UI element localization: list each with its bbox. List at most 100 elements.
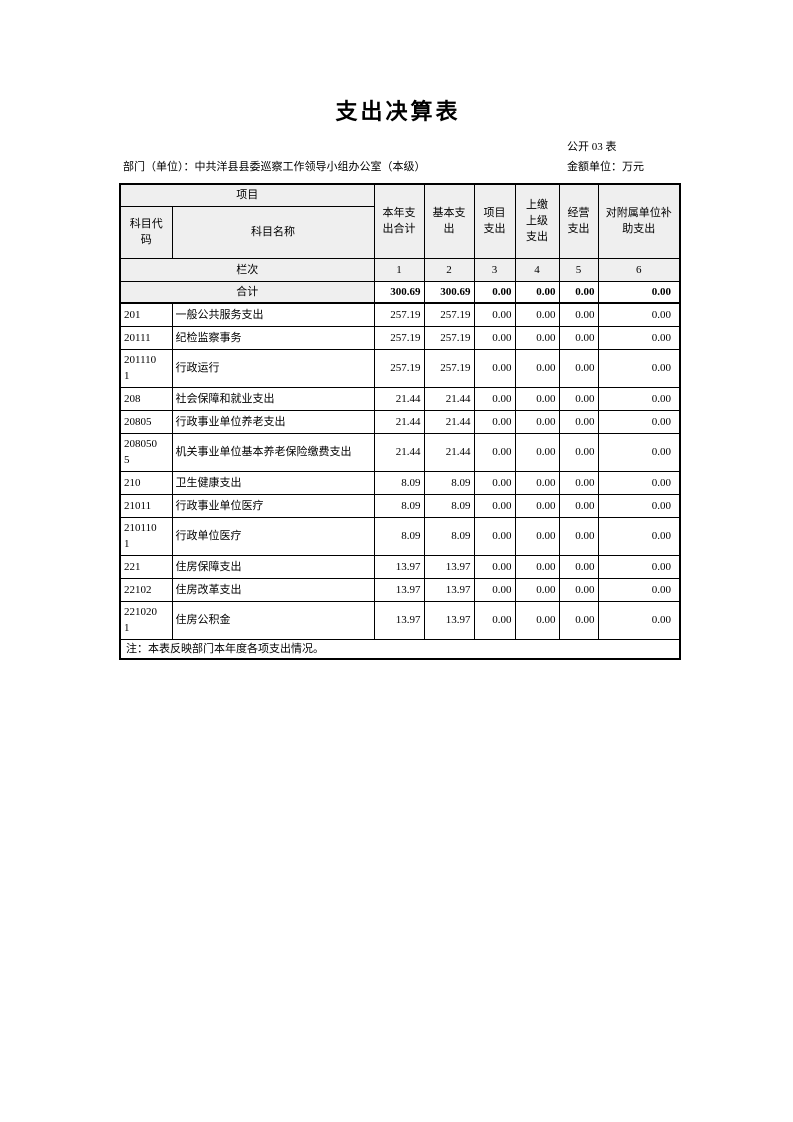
- subject-code: 22102: [119, 577, 173, 602]
- total-row: 合计 300.69 300.69 0.00 0.00 0.00 0.00: [119, 280, 681, 304]
- expenditure-table: 项目 本年支 出合计 基本支 出 项目 支出 上缴 上级 支出 经营 支出 对附…: [119, 183, 681, 660]
- subject-code: 21011: [119, 493, 173, 518]
- lanci-number: 2: [423, 257, 475, 282]
- value-cell: 0.00: [473, 516, 516, 556]
- value-cell: 8.09: [373, 516, 425, 556]
- table-row: 22102 住房改革支出 13.97 13.97 0.00 0.00 0.00 0.00: [119, 577, 681, 602]
- value-cell: 13.97: [423, 600, 475, 640]
- table-row: 221020 1 住房公积金 13.97 13.97 0.00 0.00 0.00 0.0…: [119, 600, 681, 640]
- value-cell: 0.00: [473, 386, 516, 411]
- value-cell: 0.00: [514, 348, 560, 388]
- value-cell: 0.00: [558, 470, 599, 495]
- total-value: 0.00: [558, 280, 599, 304]
- header-subject-name: 科目名称: [171, 205, 375, 259]
- page-title: 支出决算表: [335, 100, 461, 125]
- header-row-project: 项目 本年支 出合计 基本支 出 项目 支出 上缴 上级 支出 经营 支出 对附…: [119, 183, 681, 259]
- value-cell: 0.00: [597, 432, 681, 472]
- header-col-upper: 上缴 上级 支出: [514, 183, 560, 259]
- value-cell: 0.00: [473, 348, 516, 388]
- value-cell: 8.09: [423, 470, 475, 495]
- value-cell: 0.00: [597, 516, 681, 556]
- subject-code: 201: [119, 302, 173, 327]
- value-cell: 0.00: [558, 302, 599, 327]
- value-cell: 21.44: [423, 386, 475, 411]
- value-cell: 0.00: [473, 432, 516, 472]
- value-cell: 0.00: [558, 348, 599, 388]
- value-cell: 0.00: [514, 600, 560, 640]
- table-row: 210110 1 行政单位医疗 8.09 8.09 0.00 0.00 0.00 0.00: [119, 516, 681, 556]
- lanci-number: 4: [514, 257, 560, 282]
- value-cell: 0.00: [597, 470, 681, 495]
- subject-name: 机关事业单位基本养老保险缴费支出: [171, 432, 375, 472]
- header-subject-code: 科目代 码: [119, 205, 173, 259]
- value-cell: 0.00: [473, 302, 516, 327]
- subject-name: 行政事业单位医疗: [171, 493, 375, 518]
- lanci-number: 5: [558, 257, 599, 282]
- value-cell: 21.44: [423, 409, 475, 434]
- value-cell: 21.44: [373, 386, 425, 411]
- value-cell: 0.00: [473, 470, 516, 495]
- lanci-number: 3: [473, 257, 516, 282]
- total-value: 300.69: [373, 280, 425, 304]
- meta-row: 部门（单位）：中共洋县县委巡察工作领导小组办公室（本级） 金额单位：万元: [119, 158, 679, 180]
- value-cell: 0.00: [514, 409, 560, 434]
- content-area: 公开 03 表 部门（单位）：中共洋县县委巡察工作领导小组办公室（本级） 金额单…: [119, 138, 681, 660]
- header-col-basic: 基本支 出: [423, 183, 475, 259]
- value-cell: 0.00: [597, 600, 681, 640]
- table-row: 208 社会保障和就业支出 21.44 21.44 0.00 0.00 0.00 0.00: [119, 386, 681, 411]
- value-cell: 8.09: [423, 516, 475, 556]
- value-cell: 0.00: [473, 409, 516, 434]
- value-cell: 21.44: [423, 432, 475, 472]
- value-cell: 0.00: [558, 432, 599, 472]
- value-cell: 0.00: [597, 554, 681, 579]
- value-cell: 0.00: [473, 600, 516, 640]
- subject-code: 201110 1: [119, 348, 173, 388]
- header-row-subject: 科目代 码 科目名称: [119, 205, 680, 259]
- header-col-subsidy: 对附属单位补 助支出: [597, 183, 681, 259]
- value-cell: 257.19: [373, 325, 425, 350]
- value-cell: 0.00: [514, 432, 560, 472]
- subject-name: 行政运行: [171, 348, 375, 388]
- value-cell: 0.00: [514, 302, 560, 327]
- total-value: 0.00: [597, 280, 681, 304]
- subject-name: 卫生健康支出: [171, 470, 375, 495]
- subject-name: 社会保障和就业支出: [171, 386, 375, 411]
- table-row: 210 卫生健康支出 8.09 8.09 0.00 0.00 0.00 0.00: [119, 470, 681, 495]
- value-cell: 8.09: [373, 493, 425, 518]
- note-row: 注：本表反映部门本年度各项支出情况。: [119, 638, 681, 659]
- value-cell: 0.00: [473, 493, 516, 518]
- header-col-total: 本年支 出合计: [373, 183, 425, 259]
- value-cell: 0.00: [597, 577, 681, 602]
- value-cell: 8.09: [423, 493, 475, 518]
- subject-name: 行政单位医疗: [171, 516, 375, 556]
- value-cell: 0.00: [597, 348, 681, 388]
- subject-code: 20805: [119, 409, 173, 434]
- total-value: 0.00: [514, 280, 560, 304]
- value-cell: 0.00: [514, 577, 560, 602]
- value-cell: 257.19: [373, 302, 425, 327]
- value-cell: 0.00: [558, 577, 599, 602]
- value-cell: 0.00: [597, 386, 681, 411]
- lanci-number: 1: [373, 257, 425, 282]
- value-cell: 0.00: [473, 554, 516, 579]
- table-row: 20111 纪检监察事务 257.19 257.19 0.00 0.00 0.00 0.0…: [119, 325, 681, 350]
- subject-code: 210110 1: [119, 516, 173, 556]
- value-cell: 0.00: [597, 409, 681, 434]
- value-cell: 0.00: [597, 493, 681, 518]
- header-project: 项目: [119, 183, 375, 207]
- header-col-operating: 经营 支出: [558, 183, 599, 259]
- value-cell: 0.00: [558, 516, 599, 556]
- value-cell: 13.97: [373, 554, 425, 579]
- table-row: 221 住房保障支出 13.97 13.97 0.00 0.00 0.00 0.00: [119, 554, 681, 579]
- value-cell: 13.97: [373, 600, 425, 640]
- total-value: 300.69: [423, 280, 475, 304]
- table-number: 公开 03 表: [567, 141, 617, 153]
- subject-code: 208050 5: [119, 432, 173, 472]
- lanci-number: 6: [597, 257, 681, 282]
- value-cell: 21.44: [373, 409, 425, 434]
- subject-name: 行政事业单位养老支出: [171, 409, 375, 434]
- value-cell: 0.00: [514, 325, 560, 350]
- value-cell: 0.00: [558, 493, 599, 518]
- value-cell: 0.00: [558, 386, 599, 411]
